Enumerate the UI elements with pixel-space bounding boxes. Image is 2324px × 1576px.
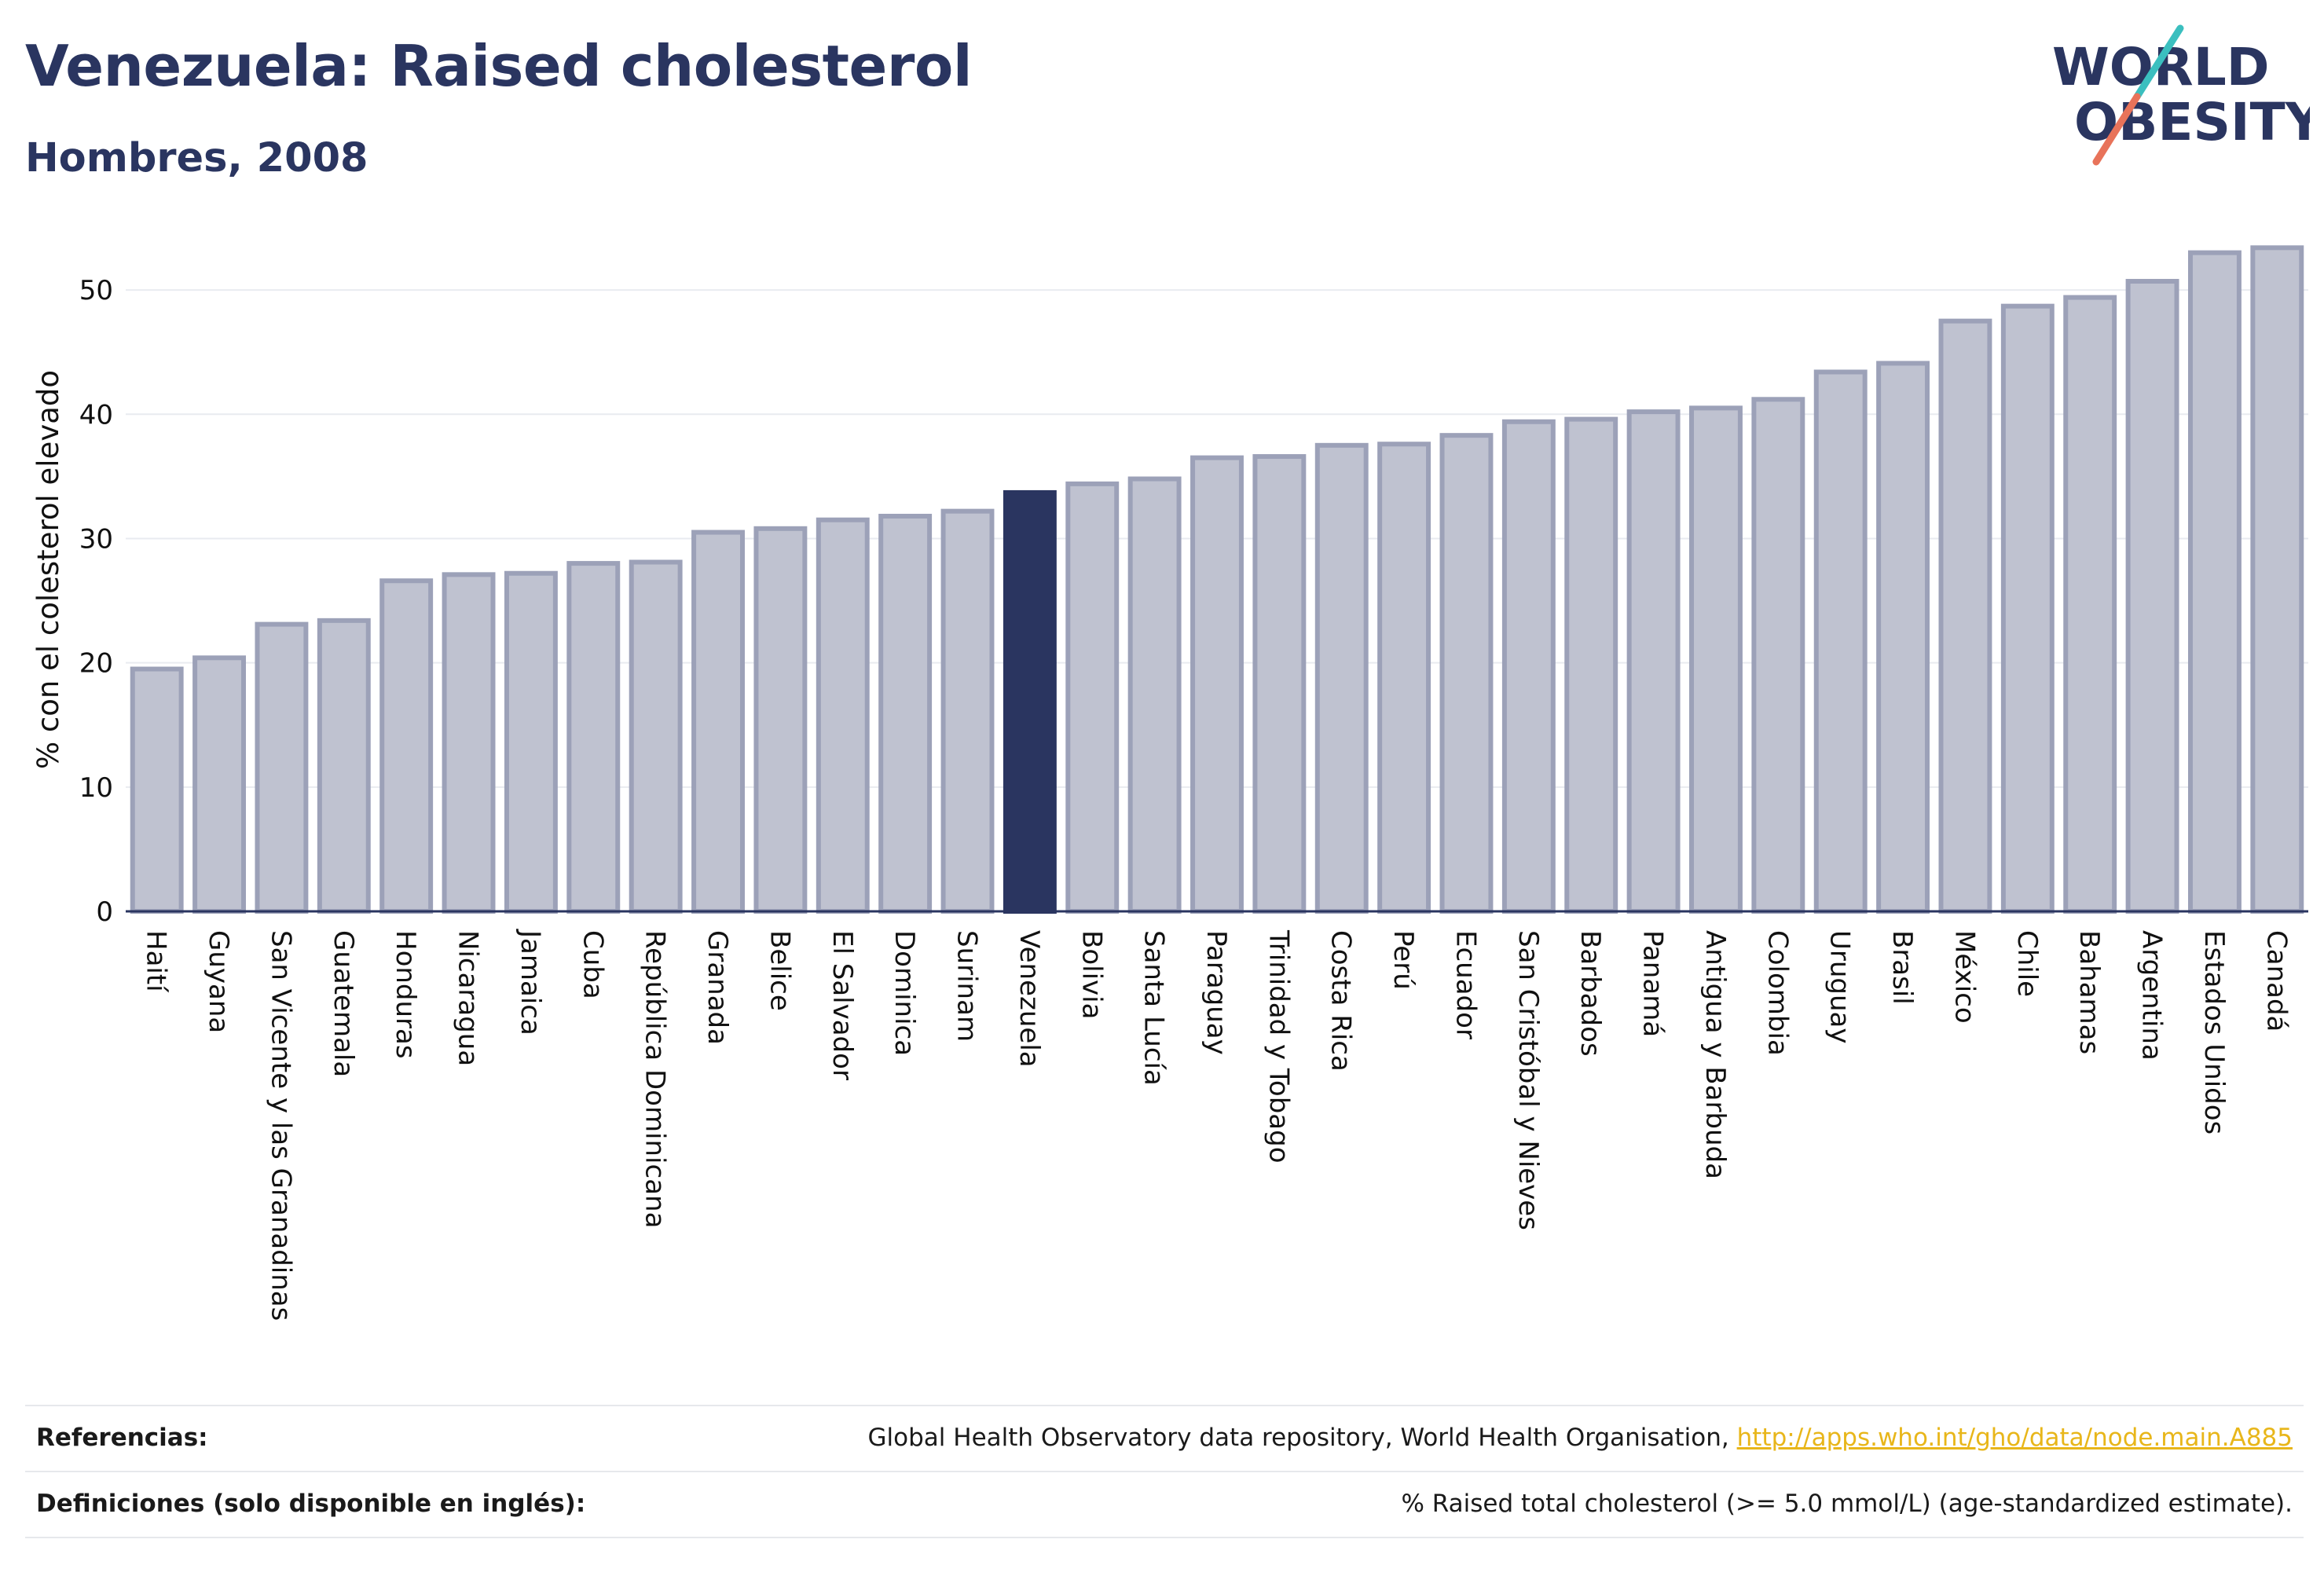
x-tick-label: Honduras <box>390 930 421 1059</box>
x-tick-label: El Salvador <box>827 930 858 1080</box>
y-tick-label: 0 <box>96 896 113 928</box>
bar-haití <box>130 666 184 914</box>
x-tick-label: Costa Rica <box>1325 930 1357 1072</box>
definitions-label: Definiciones (solo disponible en inglés)… <box>36 1490 586 1518</box>
y-tick-label: 50 <box>79 275 113 306</box>
x-tick-label: Antigua y Barbuda <box>1699 930 1731 1179</box>
x-tick-label: Paraguay <box>1200 930 1232 1055</box>
x-tick-label: Venezuela <box>1014 930 1045 1068</box>
bar-barbados <box>1564 416 1618 914</box>
bar-belice <box>753 526 808 914</box>
y-axis-label: % con el colesterol elevado <box>31 370 65 769</box>
bar-ecuador <box>1439 433 1494 914</box>
x-tick-label: Chile <box>2011 930 2043 997</box>
bar-chart: 0 10 20 30 40 50 % con el colesterol elevado Ha… <box>31 245 2308 1321</box>
bar-el-salvador <box>816 517 870 914</box>
x-tick-label: Trinidad y Tobago <box>1263 929 1294 1164</box>
world-obesity-logo: WORLD OBESITY <box>2052 24 2310 166</box>
logo-line1: WORLD <box>2052 37 2270 97</box>
x-tick-label: Guatemala <box>328 930 359 1077</box>
references-label: Referencias: <box>36 1424 208 1452</box>
bar-brasil <box>1876 361 1930 914</box>
x-tick-label: Haití <box>141 930 172 993</box>
definitions-row: Definiciones (solo disponible en inglés)… <box>25 1471 2304 1538</box>
bar-uruguay <box>1813 369 1868 914</box>
references-value: Global Health Observatory data repositor… <box>868 1424 2293 1452</box>
bar-honduras <box>379 578 434 914</box>
x-tick-label: Bahamas <box>2073 930 2105 1054</box>
x-tick-label: Brasil <box>1886 930 1918 1005</box>
x-tick-label: Bolivia <box>1076 930 1107 1019</box>
definitions-value: % Raised total cholesterol (>= 5.0 mmol/… <box>1401 1490 2293 1518</box>
bar-paraguay <box>1190 455 1244 914</box>
x-tick-label: Argentina <box>2136 930 2168 1061</box>
bar-trinidad-y-tobago <box>1252 454 1307 914</box>
x-tick-label: Ecuador <box>1450 930 1481 1039</box>
y-tick-label: 20 <box>79 648 113 680</box>
logo-line2: OBESITY <box>2074 92 2310 152</box>
y-tick-label: 10 <box>79 772 113 804</box>
x-tick-label: Uruguay <box>1824 930 1856 1044</box>
bar-guyana <box>192 655 247 914</box>
chart-title: Venezuela: Raised cholesterol <box>25 33 973 99</box>
bar-jamaica <box>504 570 558 914</box>
bar-nicaragua <box>442 572 496 914</box>
chart-subtitle: Hombres, 2008 <box>25 135 368 181</box>
bar-bolivia <box>1065 481 1120 914</box>
x-tick-label: Surinam <box>951 930 983 1042</box>
x-tick-label: Cuba <box>577 930 608 999</box>
logo-slash-coral <box>2092 93 2141 166</box>
x-tick-label: Perú <box>1387 930 1419 990</box>
bar-argentina <box>2125 279 2179 914</box>
bar-estados-unidos <box>2187 250 2242 914</box>
bar-panamá <box>1626 409 1681 914</box>
bar-perú <box>1377 442 1431 914</box>
x-tick-label: San Cristóbal y Nieves <box>1512 930 1544 1230</box>
bar-antigua-y-barbuda <box>1689 405 1743 914</box>
bar-chile <box>2000 303 2055 914</box>
bar-san-vicente-y-las-granadinas <box>255 621 309 914</box>
x-tick-label: Estados Unidos <box>2198 930 2230 1134</box>
x-tick-label: Nicaragua <box>453 930 484 1066</box>
x-tick-label: Colombia <box>1761 930 1793 1056</box>
y-tick-label: 30 <box>79 523 113 555</box>
x-tick-label: Dominica <box>889 930 920 1056</box>
bar-venezuela <box>1003 489 1057 914</box>
references-table: Referencias: Global Health Observatory d… <box>25 1405 2304 1538</box>
x-tick-label: República Dominicana <box>640 930 671 1228</box>
bar-colombia <box>1751 397 1805 914</box>
bar-república-dominicana <box>629 559 683 914</box>
x-tick-label: Guyana <box>203 930 234 1033</box>
x-tick-label: Belice <box>764 930 795 1011</box>
bar-costa-rica <box>1314 442 1369 914</box>
x-tick-label: Jamaica <box>515 929 546 1035</box>
x-tick-label: Canadá <box>2260 930 2292 1032</box>
references-text: Global Health Observatory data repositor… <box>867 1424 1737 1452</box>
bar-guatemala <box>317 618 371 914</box>
bar-dominica <box>878 513 933 914</box>
x-tick-label: Barbados <box>1574 930 1606 1057</box>
bar-bahamas <box>2063 295 2117 914</box>
x-tick-label: San Vicente y las Granadinas <box>265 930 296 1321</box>
bar-granada <box>691 530 745 914</box>
bar-san-cristóbal-y-nieves <box>1501 419 1556 914</box>
x-tick-label: Panamá <box>1637 930 1669 1037</box>
bar-surinam <box>940 508 995 914</box>
x-tick-label: México <box>1948 930 1980 1024</box>
logo-slash-teal <box>2133 24 2184 101</box>
bar-cuba <box>566 561 621 914</box>
x-tick-label: Santa Lucía <box>1138 930 1170 1086</box>
references-link[interactable]: http://apps.who.int/gho/data/node.main.A… <box>1736 1424 2293 1452</box>
x-tick-label: Granada <box>702 930 733 1045</box>
bar-méxico <box>1938 318 1992 914</box>
references-row: Referencias: Global Health Observatory d… <box>25 1405 2304 1471</box>
bar-santa-lucía <box>1127 476 1182 914</box>
y-tick-label: 40 <box>79 399 113 431</box>
bar-canadá <box>2250 245 2304 914</box>
